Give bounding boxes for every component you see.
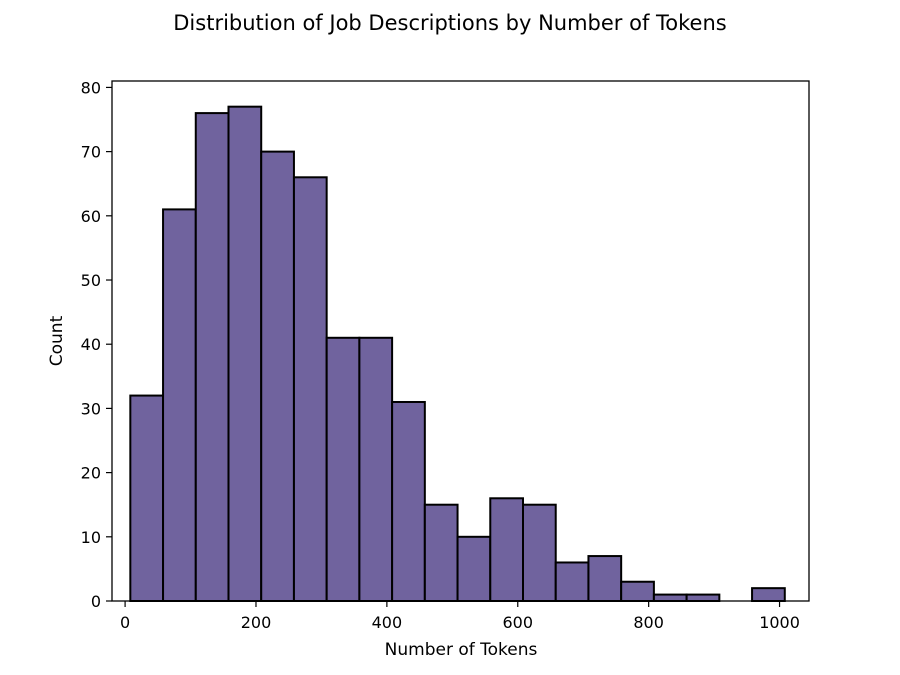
plot-frame [111, 80, 810, 602]
y-axis: 0 10 20 30 40 50 60 70 80 [81, 78, 112, 611]
x-tick-label: 400 [372, 613, 403, 632]
histogram-bar-13 [554, 561, 590, 603]
histogram-bar-17 [685, 593, 721, 603]
histogram-bar-8 [391, 400, 426, 602]
chart-title: Distribution of Job Descriptions by Numb… [173, 11, 726, 35]
histogram-bar-4 [260, 150, 295, 602]
histogram-bar-3 [227, 105, 263, 602]
y-tick-label: 30 [81, 399, 101, 418]
histogram-bar-5 [292, 176, 328, 602]
histogram-bar-19 [751, 587, 786, 603]
histogram-bar-1 [162, 208, 197, 603]
x-tick-label: 0 [120, 613, 130, 632]
y-tick-label: 40 [81, 335, 101, 354]
histogram-bar-16 [652, 593, 688, 603]
x-axis: 0 200 400 600 800 1000 [120, 601, 800, 632]
histogram-bar-6 [325, 336, 361, 602]
y-tick-label: 50 [81, 271, 101, 290]
x-tick-label: 800 [633, 613, 664, 632]
histogram-bar-14 [587, 555, 623, 602]
histogram-bar-9 [423, 503, 459, 602]
y-tick-label: 10 [81, 528, 101, 547]
histogram-bar-15 [620, 580, 655, 602]
histogram-bar-12 [522, 503, 557, 602]
histogram-bar-2 [194, 112, 230, 603]
y-tick-label: 60 [81, 207, 101, 226]
y-tick-label: 20 [81, 464, 101, 483]
bars-layer [129, 105, 786, 603]
y-tick-label: 80 [81, 78, 101, 97]
x-tick-label: 600 [502, 613, 533, 632]
y-tick-label: 0 [91, 592, 101, 611]
x-tick-label: 1000 [759, 613, 800, 632]
y-axis-label: Count [47, 315, 67, 366]
x-tick-label: 200 [241, 613, 272, 632]
x-axis-label: Number of Tokens [385, 640, 538, 660]
histogram-bar-10 [456, 535, 492, 603]
y-tick-label: 70 [81, 143, 101, 162]
histogram-bar-0 [129, 394, 165, 602]
histogram-bar-11 [489, 497, 525, 602]
histogram-bar-7 [358, 336, 394, 602]
